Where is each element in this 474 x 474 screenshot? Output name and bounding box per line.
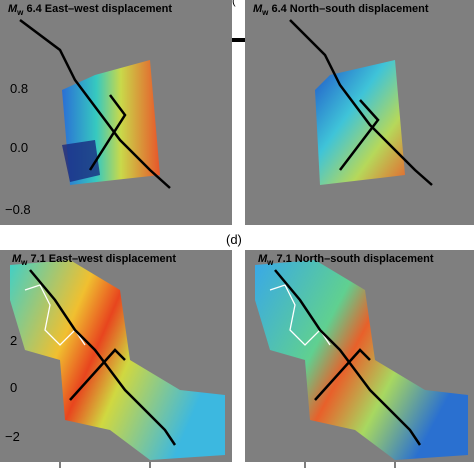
panel: Mw 7.1 East–west displacement 2 0 −2 [0, 250, 232, 462]
panel: Mw 6.4 East–west displacement 0.8 0.0 −0… [0, 0, 232, 225]
panel-title: Mw 7.1 North–south displacement [258, 253, 434, 267]
panel: Mw 6.4 North–south displacement [232, 0, 474, 225]
fault-line [29, 269, 177, 446]
panel-title: Mw 7.1 East–west displacement [12, 253, 176, 267]
fault-line [289, 19, 433, 186]
tick-label: 0 [10, 380, 17, 395]
panel-label: ( [232, 0, 236, 7]
tick-label: 0.8 [10, 81, 28, 96]
panel-label: (d) [226, 232, 242, 247]
tick-label: −2 [5, 429, 20, 444]
fault-line [314, 348, 371, 401]
fault-line [339, 99, 380, 171]
fault-line [88, 94, 127, 171]
panel: Mw 7.1 North–south displacement [245, 250, 474, 462]
fault-line [69, 348, 126, 401]
fault-line [19, 19, 171, 189]
axis-marker [232, 38, 245, 42]
tick-label: 2 [10, 333, 17, 348]
tick-label: −0.8 [5, 202, 31, 217]
displacement-field [315, 60, 405, 185]
fault-line [274, 269, 422, 446]
displacement-field [62, 140, 100, 182]
axis-ticks [59, 462, 396, 468]
displacement-field [255, 260, 468, 460]
displacement-field [10, 260, 225, 460]
tick-label: 0.0 [10, 140, 28, 155]
panel-title: Mw 6.4 East–west displacement [8, 3, 172, 17]
panel-title: Mw 6.4 North–south displacement [253, 3, 429, 17]
